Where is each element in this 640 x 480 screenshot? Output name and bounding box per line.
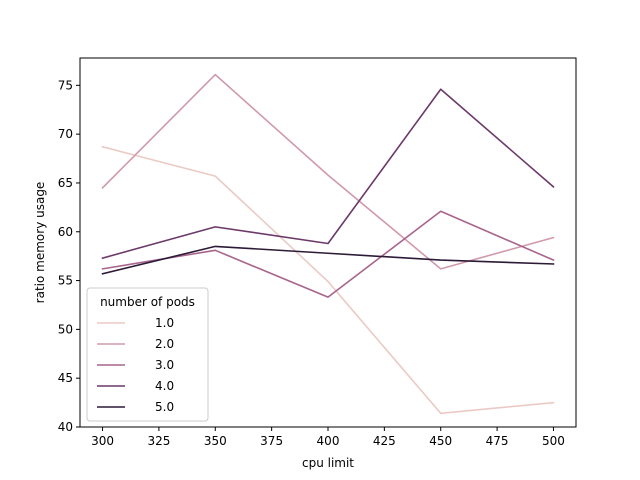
legend-entries: 1.0 2.0 3.0 4.0 5.0 [97,316,174,414]
x-tick-label: 400 [317,434,340,448]
legend-entry: 3.0 [97,358,174,372]
x-tick-label: 475 [486,434,509,448]
legend-entry: 5.0 [97,400,174,414]
y-axis-label: ratio memory usage [33,182,47,304]
x-tick-label: 300 [91,434,114,448]
series-lines [101,73,555,415]
x-tick-label: 350 [204,434,227,448]
x-axis-label: cpu limit [302,456,354,470]
legend-label: 1.0 [155,316,174,330]
y-axis-ticks: 40 45 50 55 60 65 70 75 [58,78,80,434]
y-tick-label: 70 [58,127,73,141]
legend-label: 4.0 [155,379,174,393]
y-tick-label: 45 [58,371,73,385]
legend-entry: 1.0 [97,316,174,330]
legend-title: number of pods [100,295,195,309]
y-tick-label: 50 [58,322,73,336]
y-tick-label: 75 [58,78,73,92]
y-tick-label: 55 [58,274,73,288]
legend: number of pods 1.0 2.0 3.0 4.0 5.0 [86,287,209,422]
legend-label: 5.0 [155,400,174,414]
legend-frame [86,287,209,422]
y-tick-label: 40 [58,420,73,434]
series-line-4.0 [101,88,555,260]
x-tick-label: 425 [373,434,396,448]
y-tick-label: 60 [58,225,73,239]
legend-label: 3.0 [155,358,174,372]
x-tick-label: 375 [260,434,283,448]
y-tick-label: 65 [58,176,73,190]
series-line-5.0 [101,245,555,275]
legend-entry: 2.0 [97,337,174,351]
series-line-3.0 [101,210,555,298]
series-line-2.0 [101,73,555,270]
x-tick-label: 325 [147,434,170,448]
legend-entry: 4.0 [97,379,174,393]
series-line-1.0 [101,145,555,415]
legend-label: 2.0 [155,337,174,351]
x-tick-label: 500 [542,434,565,448]
x-tick-label: 450 [429,434,452,448]
x-axis-ticks: 300 325 350 375 400 425 450 475 500 [91,427,565,448]
